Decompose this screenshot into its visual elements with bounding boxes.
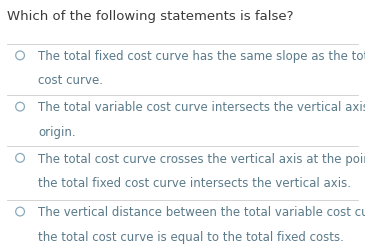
Text: the total cost curve is equal to the total fixed costs.: the total cost curve is equal to the tot… (38, 231, 344, 244)
Text: The total fixed cost curve has the same slope as the total variable: The total fixed cost curve has the same … (38, 50, 365, 63)
Text: The total cost curve crosses the vertical axis at the point where: The total cost curve crosses the vertica… (38, 152, 365, 165)
Text: origin.: origin. (38, 126, 76, 139)
Text: The vertical distance between the total variable cost curve and: The vertical distance between the total … (38, 206, 365, 219)
Text: The total variable cost curve intersects the vertical axis at the: The total variable cost curve intersects… (38, 101, 365, 114)
Text: cost curve.: cost curve. (38, 74, 103, 87)
Text: Which of the following statements is false?: Which of the following statements is fal… (7, 10, 294, 23)
Text: the total fixed cost curve intersects the vertical axis.: the total fixed cost curve intersects th… (38, 177, 351, 190)
